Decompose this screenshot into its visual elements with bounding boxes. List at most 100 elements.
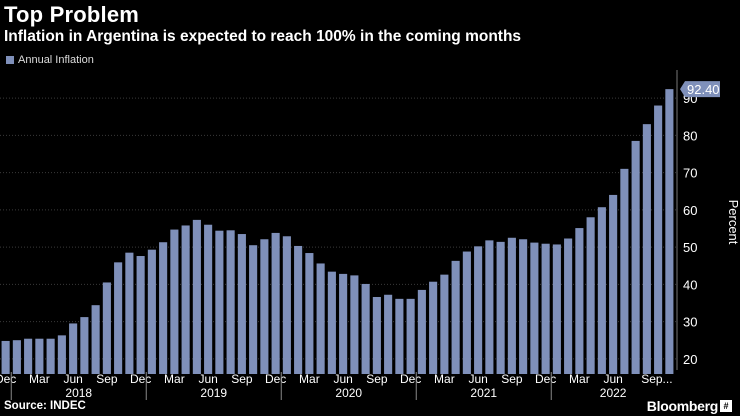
x-tick-label: Jun	[333, 372, 352, 386]
y-tick-label: 20	[683, 352, 697, 367]
bar	[586, 217, 595, 374]
bar	[417, 289, 426, 374]
x-tick-label: Jun	[603, 372, 622, 386]
source-note: Source: INDEC	[4, 400, 86, 412]
x-tick-label: Sep	[366, 372, 388, 386]
bar	[541, 243, 550, 374]
bar	[507, 237, 516, 374]
bar	[654, 105, 663, 375]
x-tick-label: Mar	[29, 372, 50, 386]
x-tick-label: Sep	[501, 372, 523, 386]
bar	[496, 241, 505, 374]
bar	[35, 338, 44, 374]
bar	[519, 239, 528, 374]
y-tick-label: 50	[683, 240, 697, 255]
bar	[305, 253, 314, 374]
x-tick-label: Dec	[0, 372, 16, 386]
x-tick-label: Jun	[468, 372, 487, 386]
bar	[181, 225, 190, 374]
bar	[147, 249, 156, 374]
bar	[575, 228, 584, 374]
bar	[282, 236, 291, 374]
x-tick-label: Dec	[265, 372, 286, 386]
bar	[642, 124, 651, 375]
bar	[372, 296, 381, 374]
x-tick-label: Sep...	[641, 372, 672, 386]
bar	[215, 230, 224, 374]
x-tick-label: Dec	[535, 372, 556, 386]
x-tick-label: Mar	[434, 372, 455, 386]
x-tick-label: Mar	[299, 372, 320, 386]
bar	[249, 245, 258, 374]
bar	[530, 242, 539, 374]
bar	[384, 294, 393, 374]
bar	[125, 252, 134, 374]
legend-label: Annual Inflation	[18, 54, 94, 66]
bar	[429, 281, 438, 374]
bar	[462, 251, 471, 374]
bar	[609, 194, 618, 374]
bar	[361, 283, 370, 374]
x-tick-label: Jun	[198, 372, 217, 386]
bar	[12, 340, 21, 374]
bar	[102, 282, 111, 374]
bar	[1, 340, 10, 374]
bar	[226, 230, 235, 374]
bar	[665, 89, 674, 374]
bar	[631, 140, 640, 374]
x-tick-label: Mar	[569, 372, 590, 386]
chart-subtitle: Inflation in Argentina is expected to re…	[4, 28, 522, 45]
y-tick-label: 60	[683, 203, 697, 218]
year-label: 2022	[600, 386, 627, 400]
bar	[46, 338, 55, 374]
bar	[294, 245, 303, 374]
bar	[552, 244, 561, 374]
bar	[271, 232, 280, 374]
bar	[237, 234, 246, 374]
y-tick-label: 70	[683, 166, 697, 181]
bar	[192, 219, 201, 374]
bar	[80, 317, 89, 374]
y-tick-label: 40	[683, 277, 697, 292]
bar	[350, 275, 359, 374]
bar	[24, 338, 33, 374]
bar	[485, 240, 494, 374]
bar	[620, 168, 629, 374]
x-tick-label: Sep	[96, 372, 118, 386]
bar	[395, 298, 404, 374]
bloomberg-mark-icon: #	[720, 400, 732, 412]
bar	[316, 263, 325, 374]
legend: Annual Inflation	[6, 54, 94, 66]
y-tick-label: 30	[683, 315, 697, 330]
last-value-badge	[680, 81, 720, 98]
x-tick-label: Sep	[231, 372, 253, 386]
year-label: 2018	[65, 386, 92, 400]
bar	[564, 238, 573, 374]
year-label: 2021	[470, 386, 497, 400]
bar	[114, 262, 123, 374]
bar	[170, 229, 179, 374]
y-axis-label: Percent	[726, 200, 740, 245]
bar	[440, 274, 449, 374]
x-tick-label: Jun	[63, 372, 82, 386]
bar	[204, 224, 213, 374]
year-label: 2020	[335, 386, 362, 400]
bloomberg-logo: Bloomberg	[646, 398, 719, 414]
legend-swatch	[6, 56, 14, 64]
bar	[159, 242, 168, 374]
bar	[260, 239, 269, 374]
bar	[327, 271, 336, 374]
bar	[597, 207, 606, 374]
bar	[339, 273, 348, 374]
bar	[451, 260, 460, 374]
bar	[136, 256, 145, 374]
x-tick-label: Mar	[164, 372, 185, 386]
bar	[91, 305, 100, 374]
year-label: 2019	[200, 386, 227, 400]
last-value-label: 92.40	[687, 82, 720, 97]
bar	[474, 246, 483, 374]
x-tick-label: Dec	[130, 372, 151, 386]
bar	[69, 323, 78, 374]
y-tick-label: 80	[683, 128, 697, 143]
